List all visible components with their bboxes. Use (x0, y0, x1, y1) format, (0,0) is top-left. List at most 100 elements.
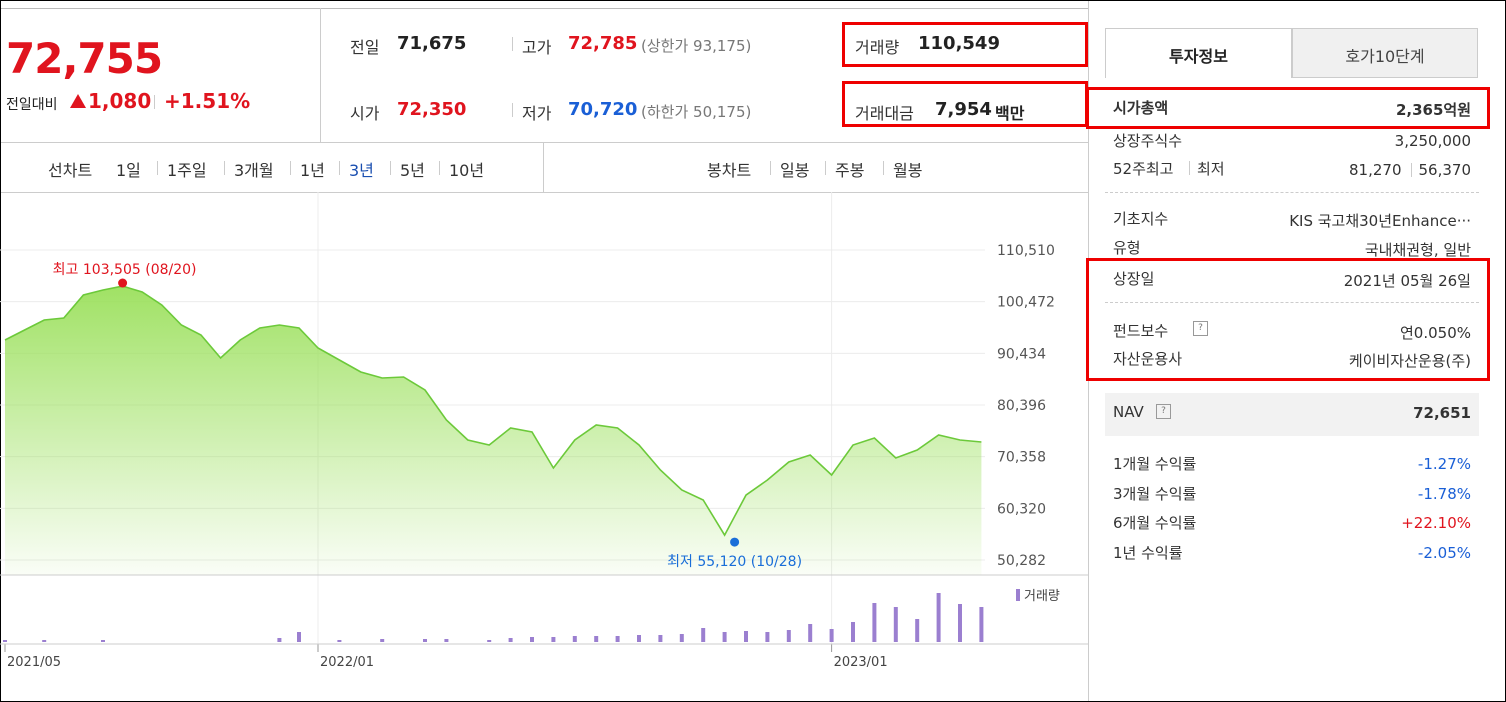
volume-bar (851, 622, 855, 642)
help-icon[interactable]: ? (1193, 321, 1208, 336)
price: 72,755 (6, 34, 163, 83)
period-tab[interactable]: 1주일 (167, 161, 207, 180)
highlight-box (1086, 87, 1490, 129)
volume-bar (444, 639, 449, 642)
info-value: -1.27% (1417, 455, 1471, 473)
volume-bar (658, 635, 663, 642)
info-value: 2021년 05월 26일 (1343, 272, 1471, 290)
volume-bar (337, 640, 342, 642)
separator (390, 161, 391, 175)
tab-selected[interactable] (1105, 28, 1292, 78)
period-tab[interactable]: 10년 (449, 161, 485, 180)
separator (224, 161, 225, 175)
volume-bar (744, 631, 748, 642)
stat-unit: 백만 (995, 104, 1025, 123)
separator (290, 161, 291, 175)
stat-label: 거래량 (855, 38, 900, 57)
volume-bar (594, 636, 599, 642)
info-label: 유형 (1113, 239, 1141, 257)
highlight-box (842, 81, 1088, 127)
period-tab[interactable]: 1년 (300, 161, 325, 180)
volume-bar (872, 603, 877, 642)
stat-limit: (하한가 50,175) (641, 103, 752, 121)
volume-bar (958, 604, 962, 642)
price-line (4, 285, 982, 537)
info-value: 3,250,000 (1394, 132, 1471, 150)
up-icon (70, 94, 86, 108)
stat-label: 저가 (522, 104, 552, 123)
info-label: 상장주식수 (1113, 132, 1183, 150)
divider (543, 143, 544, 192)
volume-bar (380, 639, 385, 642)
x-tick-label: 2023/01 (834, 655, 888, 670)
y-tick-label: 70,358 (997, 450, 1046, 466)
x-tick-label: 2022/01 (320, 655, 374, 670)
stat-value: 72,350 (397, 99, 467, 120)
volume-bar (893, 607, 898, 642)
volume-bar (679, 634, 684, 642)
tab[interactable] (1292, 28, 1478, 78)
stat-label: 거래대금 (855, 104, 914, 123)
volume-bar (277, 638, 282, 642)
min-marker (730, 537, 740, 547)
y-tick-label: 100,472 (997, 295, 1055, 311)
highlight-box (842, 22, 1088, 67)
period-tab[interactable]: 주봉 (835, 161, 865, 180)
info-label: 펀드보수 (1113, 322, 1169, 340)
price-chart: 50,282 60,320 70,358 80,396 90,434 100,472 110… (0, 192, 1088, 670)
volume-bar (979, 607, 984, 642)
period-tab[interactable]: 3개월 (234, 161, 274, 180)
volume-label: 거래량 (1024, 589, 1060, 604)
period-tab[interactable]: 월봉 (893, 161, 923, 180)
volume-bar (530, 637, 534, 642)
tab-label[interactable]: 호가10단계 (1345, 47, 1425, 66)
change-label: 전일대비 (6, 97, 58, 113)
divider (320, 8, 321, 142)
divider (1105, 192, 1479, 193)
info-label: NAV (1113, 403, 1144, 421)
period-tab[interactable]: 일봉 (780, 161, 810, 180)
info-value: 연0.050% (1400, 324, 1471, 342)
legend-swatch (1016, 589, 1020, 601)
volume-bar (637, 635, 641, 642)
info-label: 시가총액 (1113, 99, 1169, 117)
separator (825, 161, 826, 175)
info-value: +22.10% (1401, 514, 1471, 532)
info-value: 56,370 (1418, 161, 1472, 179)
highlight-box (1086, 258, 1490, 381)
min-label: 최저 55,120 (10/28) (667, 554, 802, 570)
info-label: 52주최고 (1113, 160, 1174, 178)
period-tab[interactable]: 3년 (349, 161, 374, 180)
max-label: 최고 103,505 (08/20) (53, 262, 197, 278)
volume-bar (297, 632, 301, 642)
separator (770, 161, 771, 175)
volume-bar (936, 593, 941, 642)
change: 1,080 (88, 89, 152, 113)
volume-bar (701, 628, 706, 642)
divider (1, 192, 1088, 193)
stat-label: 시가 (350, 104, 380, 123)
info-value: 81,270 (1349, 161, 1402, 179)
info-label: 상장일 (1113, 270, 1155, 288)
volume-bar (423, 639, 427, 642)
info-value: -2.05% (1417, 543, 1471, 562)
period-tab[interactable]: 5년 (400, 161, 425, 180)
y-tick-label: 50,282 (997, 553, 1046, 569)
volume-bar (3, 640, 7, 642)
divider (1, 142, 1088, 143)
stat-label: 고가 (522, 38, 552, 57)
volume-bar (572, 636, 577, 642)
divider (1105, 302, 1479, 303)
stat-value: 72,785 (568, 33, 638, 54)
help-icon[interactable]: ? (1156, 404, 1171, 419)
stat-value: 70,720 (568, 99, 638, 120)
volume-bar (101, 640, 105, 642)
volume-bar (508, 638, 513, 642)
y-tick-label: 90,434 (997, 346, 1046, 362)
period-tab[interactable]: 1일 (116, 161, 141, 180)
info-value: 케이비자산운용(주) (1348, 352, 1471, 370)
tab-label[interactable]: 투자정보 (1169, 47, 1228, 66)
volume-bar (42, 640, 47, 642)
change-rate: +1.51% (164, 89, 251, 113)
